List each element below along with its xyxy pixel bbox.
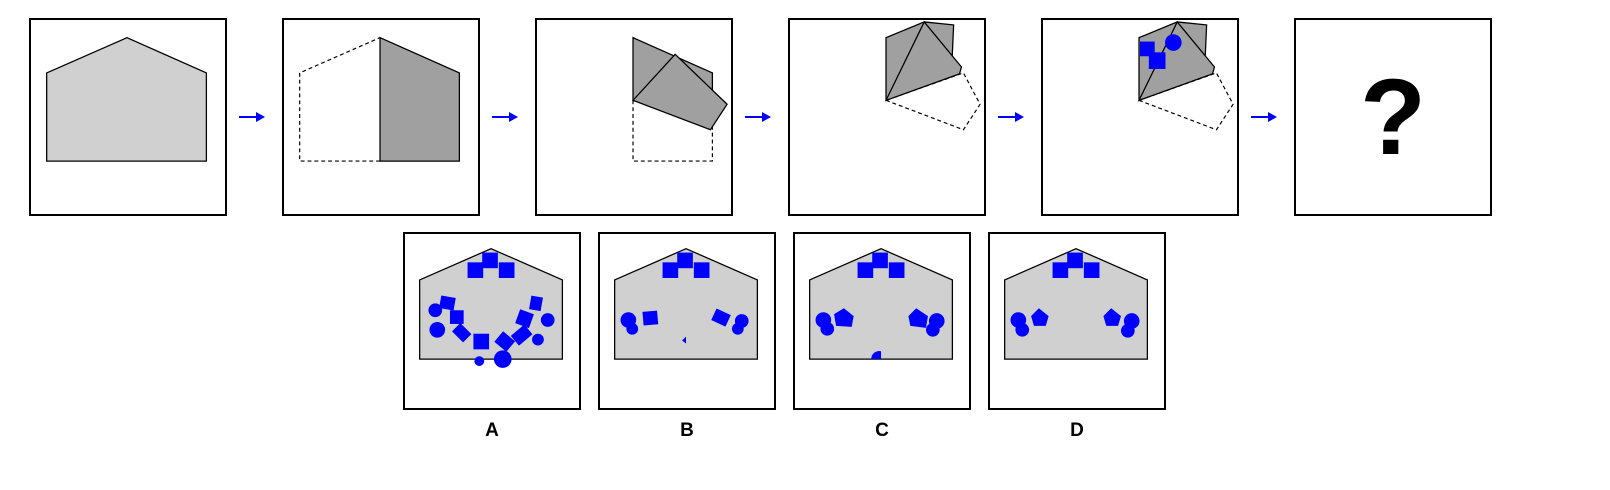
step-4-diagram bbox=[884, 20, 981, 131]
holes bbox=[815, 252, 945, 360]
holes bbox=[1010, 252, 1140, 338]
option-c-panel[interactable] bbox=[793, 232, 971, 410]
step-2-diagram bbox=[299, 36, 461, 162]
holes bbox=[428, 252, 555, 368]
folded-layer-front bbox=[1137, 20, 1216, 102]
original-outline-dashed bbox=[884, 72, 981, 131]
option-a-label[interactable]: A bbox=[485, 420, 499, 441]
option-d-diagram bbox=[1004, 247, 1149, 360]
step-1-panel bbox=[29, 18, 227, 216]
step-arrow-1 bbox=[238, 110, 266, 124]
option-b-label[interactable]: B bbox=[680, 420, 694, 441]
option-b-panel[interactable] bbox=[598, 232, 776, 410]
step-5-panel bbox=[1041, 18, 1239, 216]
option-d-label[interactable]: D bbox=[1070, 420, 1084, 441]
step-3-diagram bbox=[631, 36, 728, 162]
step-2-panel bbox=[282, 18, 480, 216]
step-5-diagram bbox=[1137, 20, 1234, 131]
folded-layer-front bbox=[884, 20, 963, 102]
step-3-panel bbox=[535, 18, 733, 216]
unknown-panel: ? bbox=[1294, 18, 1492, 216]
option-a-diagram bbox=[419, 247, 564, 368]
option-c-label[interactable]: C bbox=[875, 420, 889, 441]
holes bbox=[620, 252, 749, 344]
original-outline-dashed bbox=[299, 37, 381, 162]
option-a-panel[interactable] bbox=[403, 232, 581, 410]
option-b-diagram bbox=[614, 247, 759, 360]
step-4-panel bbox=[788, 18, 986, 216]
step-arrow-4 bbox=[997, 110, 1025, 124]
unfolded-paper bbox=[809, 247, 954, 360]
step-arrow-2 bbox=[491, 110, 519, 124]
option-d-panel[interactable] bbox=[988, 232, 1166, 410]
option-c-diagram bbox=[809, 247, 954, 360]
original-outline-dashed bbox=[632, 100, 713, 162]
question-mark: ? bbox=[1360, 56, 1426, 177]
unfolded-paper bbox=[614, 247, 759, 360]
step-1-diagram bbox=[46, 36, 208, 162]
paper-sheet bbox=[46, 36, 208, 162]
square-hole bbox=[1148, 52, 1166, 69]
circle-hole bbox=[1164, 34, 1182, 51]
original-outline-dashed bbox=[1137, 72, 1234, 131]
unfolded-paper bbox=[1004, 247, 1149, 360]
folded-layer-front bbox=[631, 53, 728, 131]
folded-paper bbox=[379, 36, 461, 162]
step-arrow-5 bbox=[1250, 110, 1278, 124]
step-arrow-3 bbox=[744, 110, 772, 124]
